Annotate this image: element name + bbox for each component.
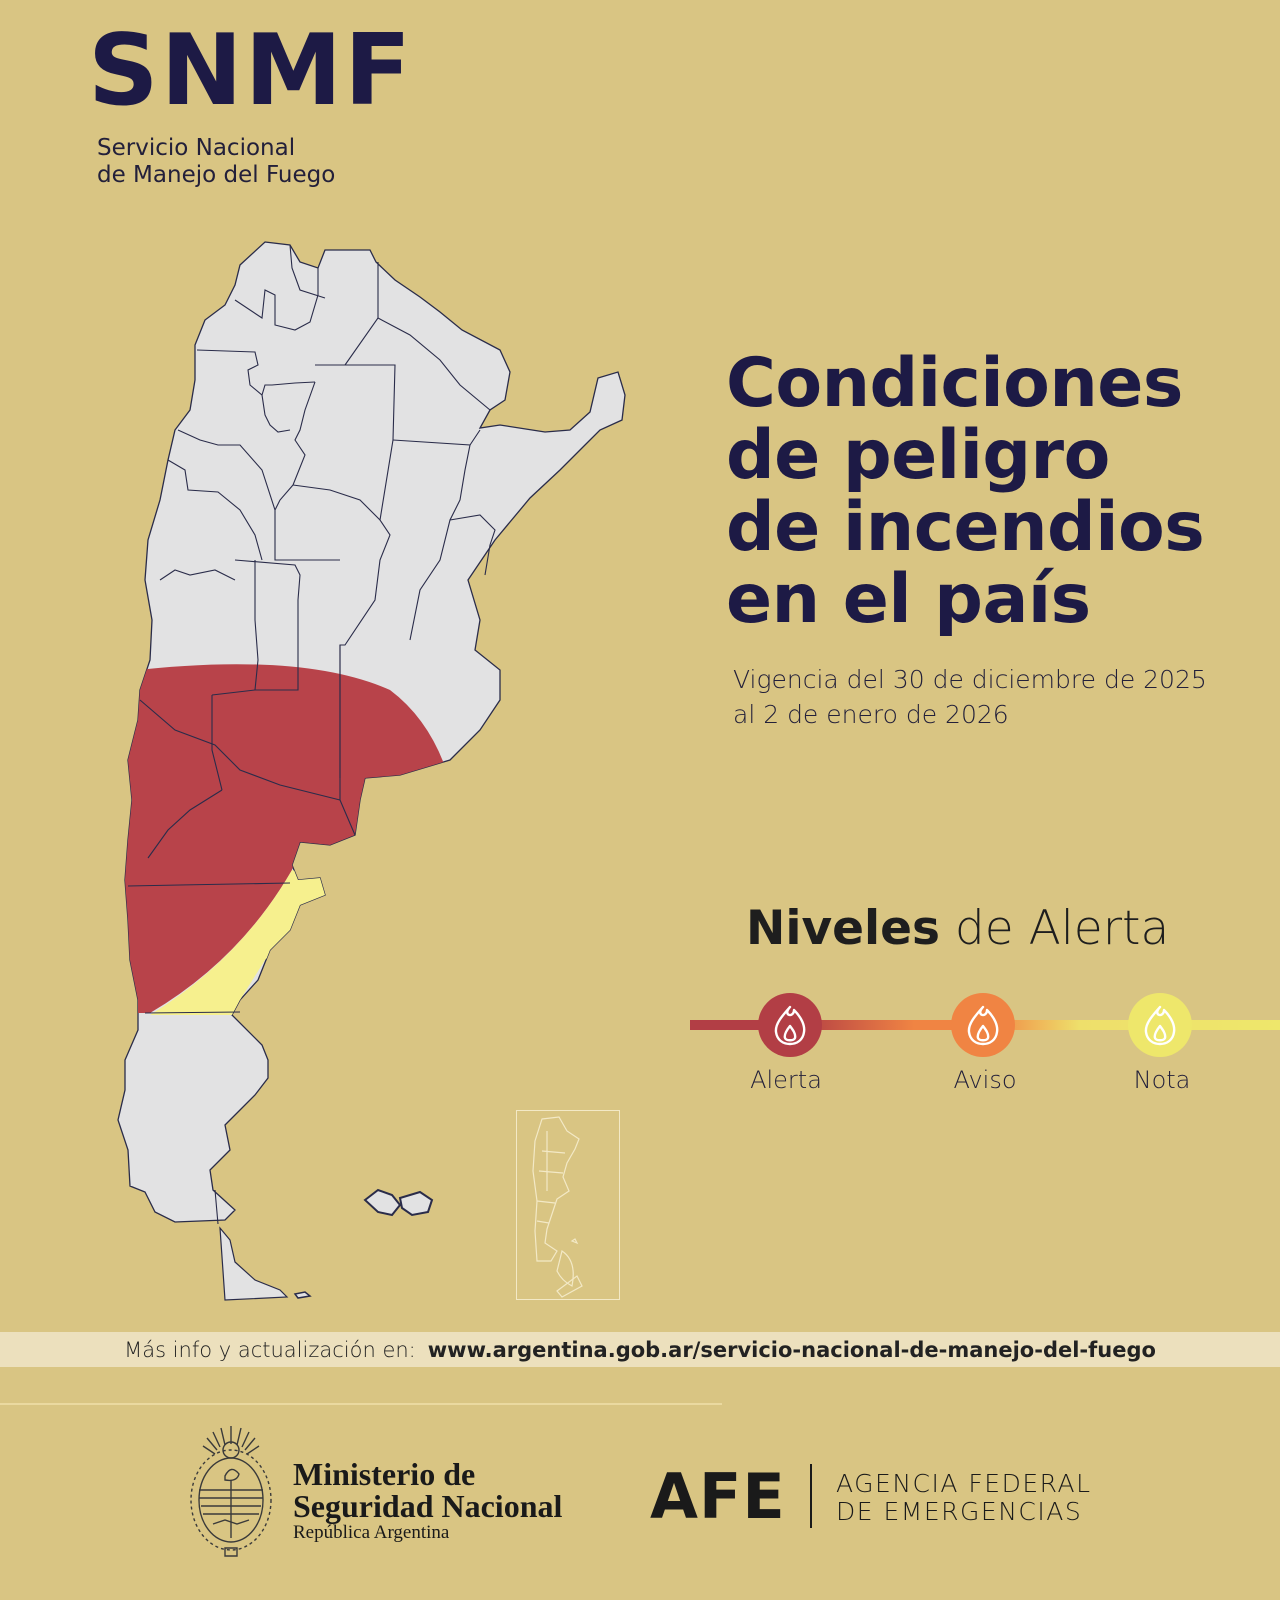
title-line-2: de peligro <box>726 416 1110 495</box>
legend-label-alerta: Alerta <box>750 1066 822 1094</box>
sun-rays <box>202 1426 260 1455</box>
afe-line-1: AGENCIA FEDERAL <box>836 1469 1092 1498</box>
afe-separator <box>810 1464 812 1528</box>
inset-map-outline <box>532 1116 583 1298</box>
title-line-1: Condiciones <box>726 344 1183 423</box>
legend-title-light: de Alerta <box>954 901 1170 956</box>
title-line-4: en el país <box>726 560 1091 639</box>
legend-label-aviso: Aviso <box>953 1066 1017 1094</box>
tierra-del-fuego <box>219 1226 289 1301</box>
ministry-line-2: Seguridad Nacional <box>293 1488 563 1524</box>
afe-logo: AFE <box>650 1460 786 1533</box>
legend-label-nota: Nota <box>1133 1066 1191 1094</box>
flame-icon <box>774 1005 806 1046</box>
snmf-subtitle: Servicio Nacional de Manejo del Fuego <box>97 135 335 189</box>
argentina-fire-danger-map <box>117 241 626 1301</box>
footer-divider <box>0 1403 722 1405</box>
afe-name: AGENCIA FEDERAL DE EMERGENCIAS <box>836 1470 1092 1526</box>
page-title: Condiciones de peligro de incendios en e… <box>726 344 1205 639</box>
malvinas-islands <box>363 1188 434 1217</box>
alert-zone <box>118 664 448 1013</box>
note-zone <box>150 870 330 1015</box>
legend-dot-aviso <box>951 993 1015 1057</box>
ministry-line-1: Ministerio de <box>293 1456 476 1492</box>
validity-period: Vigencia del 30 de diciembre de 2025 al … <box>733 662 1207 732</box>
info-band: Más info y actualización en: www.argenti… <box>0 1332 1280 1367</box>
validity-line-2: al 2 de enero de 2026 <box>733 700 1009 729</box>
legend-dot-nota <box>1128 993 1192 1057</box>
ministry-logo-text: Ministerio de Seguridad Nacional Repúbli… <box>293 1458 562 1544</box>
ministry-line-3: República Argentina <box>293 1522 450 1543</box>
afe-line-2: DE EMERGENCIAS <box>836 1497 1083 1526</box>
legend-title-bold: Niveles <box>746 901 940 956</box>
inset-map-frame <box>516 1110 620 1300</box>
snmf-subtitle-line2: de Manejo del Fuego <box>97 162 336 188</box>
legend-dot-alerta <box>758 993 822 1057</box>
validity-line-1: Vigencia del 30 de diciembre de 2025 <box>733 665 1207 694</box>
flame-icon <box>967 1005 999 1046</box>
snmf-subtitle-line1: Servicio Nacional <box>97 135 296 161</box>
coat-of-arms-icon <box>190 1426 272 1557</box>
legend-title: Niveles de Alerta <box>746 905 1169 952</box>
snmf-logo: SNMF <box>88 14 414 128</box>
province-borders <box>127 244 496 1225</box>
flame-icon <box>1144 1005 1176 1046</box>
info-lead: Más info y actualización en: <box>124 1337 416 1362</box>
isla-de-los-estados <box>293 1291 312 1299</box>
info-url-link[interactable]: www.argentina.gob.ar/servicio-nacional-d… <box>427 1337 1156 1362</box>
title-line-3: de incendios <box>726 488 1205 567</box>
